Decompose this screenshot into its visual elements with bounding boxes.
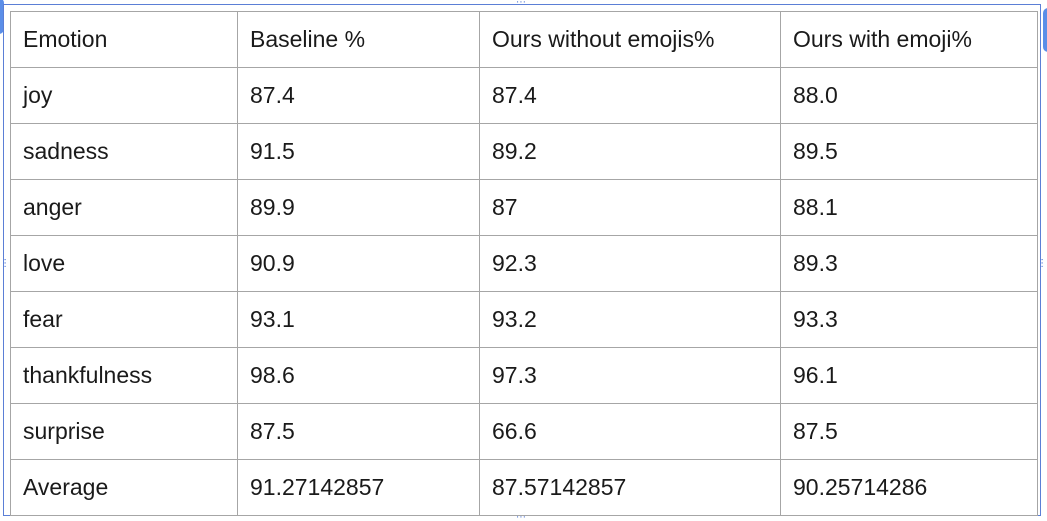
table-row: sadness 91.5 89.2 89.5 bbox=[10, 123, 1038, 180]
resize-handle-left[interactable]: ⋯ bbox=[0, 258, 10, 267]
header-cell-baseline[interactable]: Baseline % bbox=[237, 11, 480, 68]
header-cell-ours-with-emoji[interactable]: Ours with emoji% bbox=[780, 11, 1038, 68]
table-cell[interactable]: 91.27142857 bbox=[237, 459, 480, 516]
table-cell[interactable]: joy bbox=[10, 67, 238, 124]
table-cell[interactable]: Average bbox=[10, 459, 238, 516]
table-row: fear 93.1 93.2 93.3 bbox=[10, 291, 1038, 348]
table-cell[interactable]: thankfulness bbox=[10, 347, 238, 404]
table-header-row: Emotion Baseline % Ours without emojis% … bbox=[10, 11, 1038, 68]
resize-handle-top[interactable]: ⋯ bbox=[516, 0, 526, 8]
scroll-handle-left[interactable] bbox=[0, 0, 4, 34]
table-cell[interactable]: 66.6 bbox=[479, 403, 781, 460]
table-cell[interactable]: fear bbox=[10, 291, 238, 348]
table-cell[interactable]: 93.3 bbox=[780, 291, 1038, 348]
table-cell[interactable]: 89.5 bbox=[780, 123, 1038, 180]
table-cell[interactable]: love bbox=[10, 235, 238, 292]
table-cell[interactable]: 96.1 bbox=[780, 347, 1038, 404]
header-cell-ours-without-emojis[interactable]: Ours without emojis% bbox=[479, 11, 781, 68]
table-cell[interactable]: 97.3 bbox=[479, 347, 781, 404]
table-cell[interactable]: 87.4 bbox=[479, 67, 781, 124]
table-cell[interactable]: 87.5 bbox=[780, 403, 1038, 460]
scroll-handle-right[interactable] bbox=[1043, 8, 1047, 52]
table-cell[interactable]: 98.6 bbox=[237, 347, 480, 404]
table-cell[interactable]: 87.5 bbox=[237, 403, 480, 460]
table-cell[interactable]: 89.9 bbox=[237, 179, 480, 236]
emotion-results-table[interactable]: Emotion Baseline % Ours without emojis% … bbox=[10, 11, 1038, 516]
table-selection-frame[interactable] bbox=[3, 4, 1041, 516]
table-cell[interactable]: 88.0 bbox=[780, 67, 1038, 124]
table-row: Average 91.27142857 87.57142857 90.25714… bbox=[10, 459, 1038, 516]
table-row: thankfulness 98.6 97.3 96.1 bbox=[10, 347, 1038, 404]
table-cell[interactable]: sadness bbox=[10, 123, 238, 180]
table-cell[interactable]: 91.5 bbox=[237, 123, 480, 180]
table-cell[interactable]: surprise bbox=[10, 403, 238, 460]
table-row: surprise 87.5 66.6 87.5 bbox=[10, 403, 1038, 460]
table-row: joy 87.4 87.4 88.0 bbox=[10, 67, 1038, 124]
table-cell[interactable]: 90.25714286 bbox=[780, 459, 1038, 516]
table-cell[interactable]: 89.2 bbox=[479, 123, 781, 180]
table-cell[interactable]: 93.1 bbox=[237, 291, 480, 348]
table-cell[interactable]: 87.4 bbox=[237, 67, 480, 124]
table-row: love 90.9 92.3 89.3 bbox=[10, 235, 1038, 292]
table-cell[interactable]: 93.2 bbox=[479, 291, 781, 348]
table-cell[interactable]: 87.57142857 bbox=[479, 459, 781, 516]
resize-handle-bottom[interactable]: ⋯ bbox=[516, 512, 526, 521]
table-cell[interactable]: 87 bbox=[479, 179, 781, 236]
table-cell[interactable]: 90.9 bbox=[237, 235, 480, 292]
table-row: anger 89.9 87 88.1 bbox=[10, 179, 1038, 236]
resize-handle-right[interactable]: ⋯ bbox=[1036, 258, 1047, 267]
table-cell[interactable]: anger bbox=[10, 179, 238, 236]
table-cell[interactable]: 92.3 bbox=[479, 235, 781, 292]
table-cell[interactable]: 89.3 bbox=[780, 235, 1038, 292]
header-cell-emotion[interactable]: Emotion bbox=[10, 11, 238, 68]
table-cell[interactable]: 88.1 bbox=[780, 179, 1038, 236]
